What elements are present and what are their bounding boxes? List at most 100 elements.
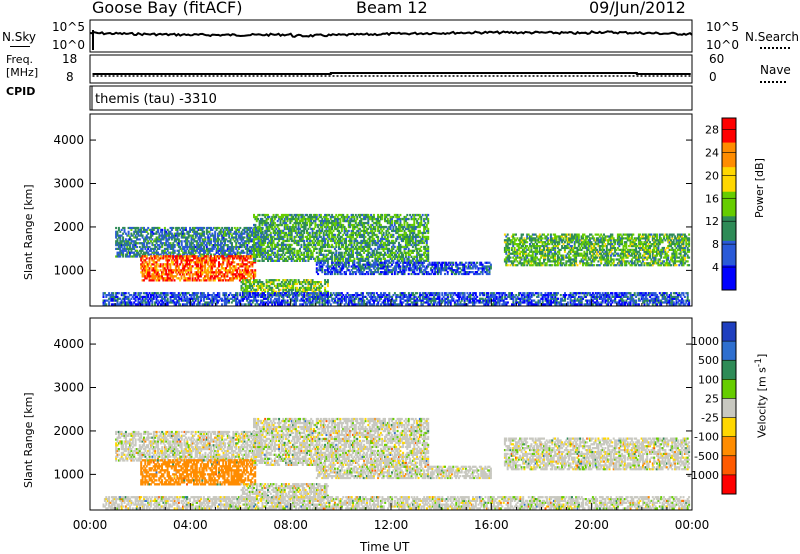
power-cell — [411, 233, 414, 237]
power-cell — [310, 288, 313, 291]
power-cell — [191, 242, 194, 245]
power-cell — [365, 267, 368, 270]
power-cell — [278, 237, 281, 241]
power-cell — [534, 250, 537, 253]
power-cell — [279, 235, 282, 239]
power-cell — [308, 294, 311, 297]
power-cell — [258, 251, 261, 254]
power-cell — [237, 234, 240, 237]
power-cell — [377, 245, 380, 249]
power-cell — [509, 260, 512, 263]
power-cell — [357, 241, 360, 245]
power-cell — [215, 269, 218, 272]
power-cell — [399, 243, 402, 247]
power-cell — [198, 226, 201, 230]
power-cell — [117, 251, 120, 254]
power-cell — [354, 265, 357, 268]
power-cell — [182, 232, 185, 235]
power-cell — [205, 275, 208, 278]
power-cell — [169, 255, 172, 258]
power-cell — [393, 267, 396, 270]
power-cell — [169, 230, 172, 233]
power-cell — [389, 219, 392, 223]
power-cell — [170, 251, 173, 254]
power-cell — [215, 271, 218, 274]
power-cell — [339, 261, 342, 264]
power-cell — [306, 279, 308, 282]
power-cell — [134, 249, 137, 252]
power-cell — [254, 275, 257, 278]
power-cell — [198, 249, 201, 252]
power-cell — [437, 265, 439, 268]
power-cell — [264, 231, 267, 235]
power-cell — [248, 255, 251, 258]
power-cell — [512, 245, 515, 248]
power-cell — [269, 219, 272, 223]
power-cell — [212, 261, 215, 264]
power-cell — [420, 223, 423, 227]
power-cell — [404, 231, 407, 235]
power-cell — [374, 253, 377, 256]
power-cell — [154, 267, 157, 270]
power-cell — [278, 279, 281, 282]
power-cell — [470, 261, 473, 264]
power-cell — [530, 258, 533, 261]
power-cell — [204, 263, 207, 266]
power-cell — [314, 219, 317, 223]
power-cell — [370, 263, 373, 266]
power-cell — [522, 239, 524, 242]
power-cell — [249, 249, 252, 252]
power-cell — [234, 267, 237, 270]
power-cell — [353, 227, 356, 231]
power-cell — [378, 251, 381, 254]
power-cell — [115, 236, 118, 239]
power-cell — [205, 253, 208, 256]
power-cell — [226, 257, 229, 260]
power-cell — [411, 223, 414, 227]
power-cell — [180, 244, 183, 247]
power-cell — [416, 225, 419, 229]
power-cell — [356, 229, 359, 233]
power-cell — [117, 253, 120, 256]
power-cell — [446, 267, 449, 270]
power-cell — [155, 269, 158, 272]
power-cell — [489, 265, 492, 268]
power-cell — [243, 290, 246, 293]
power-cell — [399, 219, 402, 223]
power-cell — [257, 244, 260, 247]
power-cell — [165, 242, 168, 245]
power-cell — [141, 257, 144, 260]
power-cell — [404, 239, 407, 243]
power-cell — [335, 221, 338, 225]
power-cell — [474, 271, 477, 274]
power-cell — [310, 213, 313, 217]
power-cell — [286, 282, 289, 286]
power-cell — [140, 226, 143, 230]
power-cell — [285, 217, 288, 221]
power-cell — [332, 233, 335, 237]
power-cell — [180, 277, 183, 280]
power-cell — [198, 251, 201, 254]
power-cell — [145, 261, 148, 264]
power-cell — [398, 255, 400, 258]
power-cell — [444, 269, 446, 272]
power-cell — [144, 245, 147, 249]
power-cell — [175, 226, 178, 230]
power-cell — [145, 269, 148, 272]
power-cell — [540, 254, 543, 257]
power-cell — [303, 231, 306, 235]
power-cell — [271, 245, 274, 249]
power-cell — [347, 255, 350, 258]
power-cell — [403, 219, 406, 223]
power-cell — [361, 265, 364, 268]
power-cell — [219, 279, 222, 282]
power-cell — [282, 231, 285, 235]
power-cell — [166, 245, 169, 249]
power-cell — [399, 251, 402, 254]
power-cell — [427, 217, 430, 221]
power-cell — [248, 275, 251, 278]
power-cell — [370, 225, 373, 229]
power-cell — [457, 263, 460, 266]
power-cell — [225, 255, 228, 258]
power-cell — [286, 247, 289, 251]
